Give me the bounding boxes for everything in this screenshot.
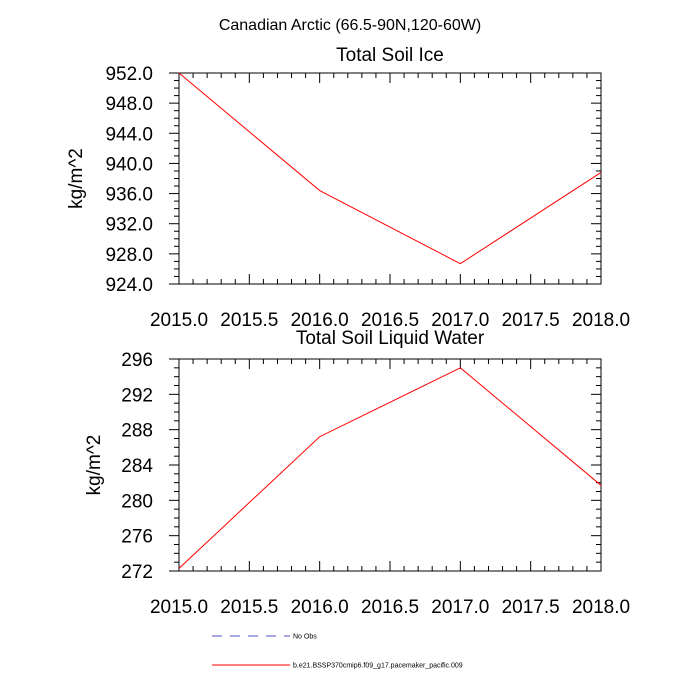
y-tick-label: 948.0 xyxy=(105,94,153,115)
x-tick-label: 2017.0 xyxy=(431,310,489,331)
y-axis-label: kg/m^2 xyxy=(66,148,87,209)
x-tick-label: 2015.5 xyxy=(220,310,278,331)
x-tick-label: 2017.0 xyxy=(431,597,489,618)
y-tick-label: 276 xyxy=(121,527,153,548)
y-tick-label: 952.0 xyxy=(105,64,153,85)
x-tick-label: 2016.5 xyxy=(361,310,419,331)
y-tick-label: 288 xyxy=(121,421,153,442)
panel-title: Total Soil Ice xyxy=(336,45,444,66)
plot-frame xyxy=(178,72,602,285)
panel-title: Total Soil Liquid Water xyxy=(296,328,485,349)
x-tick-label: 2015.0 xyxy=(150,597,208,618)
legend-label: No Obs xyxy=(293,634,317,641)
x-tick-label: 2015.0 xyxy=(150,310,208,331)
series-line xyxy=(178,367,602,569)
y-tick-label: 932.0 xyxy=(105,215,153,236)
y-tick-label: 296 xyxy=(121,350,153,371)
x-tick-label: 2016.5 xyxy=(361,597,419,618)
x-tick-label: 2017.5 xyxy=(502,310,560,331)
y-tick-label: 940.0 xyxy=(105,154,153,175)
series-line xyxy=(178,72,602,265)
plot-frame xyxy=(178,358,602,572)
x-tick-label: 2018.0 xyxy=(572,310,630,331)
y-tick-label: 944.0 xyxy=(105,124,153,145)
y-axis-label: kg/m^2 xyxy=(84,435,105,496)
x-tick-label: 2016.0 xyxy=(291,310,349,331)
y-tick-label: 280 xyxy=(121,491,153,512)
y-tick-label: 284 xyxy=(121,456,153,477)
y-tick-label: 928.0 xyxy=(105,245,153,266)
soil-ice-panel: Total Soil Ice 2015.0 2015.5 2016.0 2016.5 20… xyxy=(66,45,630,331)
y-tick-label: 936.0 xyxy=(105,185,153,206)
x-tick-label: 2018.0 xyxy=(572,597,630,618)
x-tick-label: 2017.5 xyxy=(502,597,560,618)
figure-title: Canadian Arctic (66.5-90N,120-60W) xyxy=(219,17,481,34)
y-tick-label: 924.0 xyxy=(105,275,153,296)
x-tick-label: 2015.5 xyxy=(220,597,278,618)
legend-label: b.e21.BSSP370cmip6.f09_g17.pacemaker_pac… xyxy=(293,663,463,670)
legend: No Obs b.e21.BSSP370cmip6.f09_g17.pacemak… xyxy=(212,634,463,670)
y-tick-label: 292 xyxy=(121,385,153,406)
y-tick-label: 272 xyxy=(121,562,153,583)
x-tick-label: 2016.0 xyxy=(291,597,349,618)
soil-liquid-water-panel: Total Soil Liquid Water 2015.0 2015.5 2016.… xyxy=(84,328,630,618)
